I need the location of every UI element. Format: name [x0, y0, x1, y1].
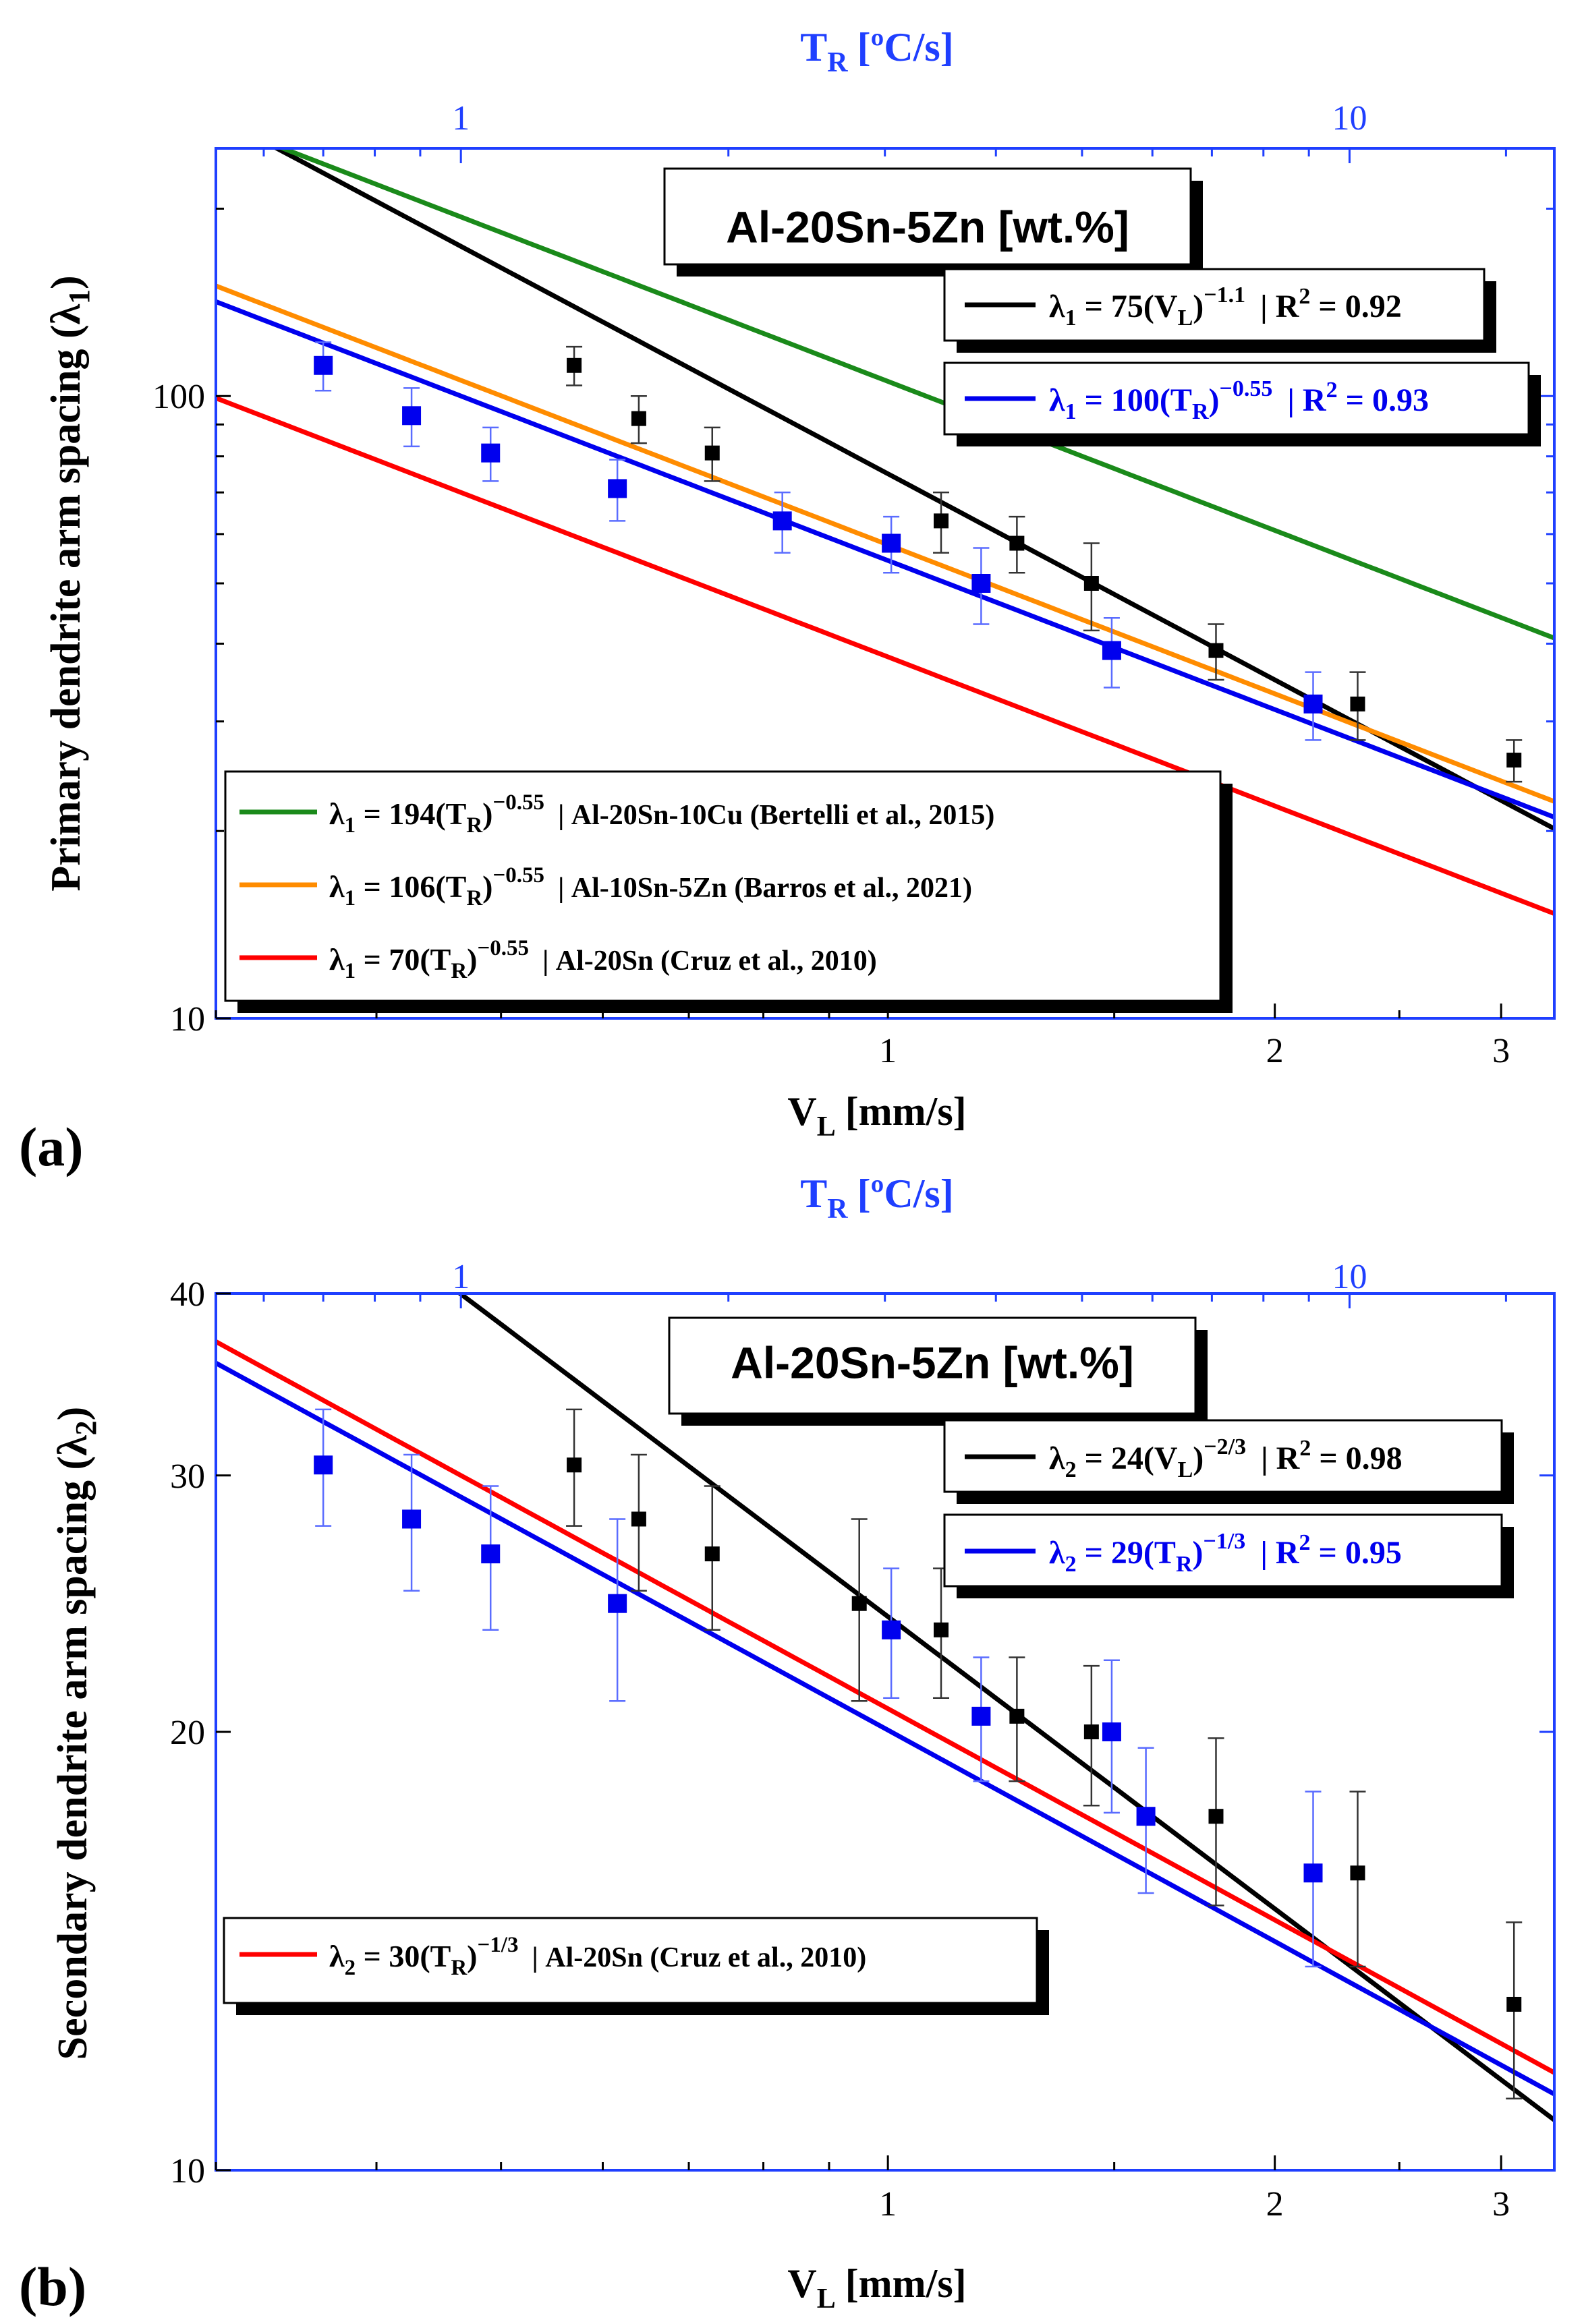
y-tick-label: 100	[152, 378, 205, 416]
chart-a-xlabel: VL [mm/s]	[787, 1089, 966, 1142]
chart-b-x2label: TR [ºC/s]	[800, 1171, 954, 1225]
svg-text:λ1 = 70(TR)−0.55| Al-20Sn (Cru: λ1 = 70(TR)−0.55 | Al-20Sn (Cruz et al., …	[329, 936, 877, 983]
fit-line-blue_fit	[216, 299, 1554, 819]
chart-a-x2label: TR [ºC/s]	[800, 25, 954, 78]
svg-text:λ1 = 194(TR)−0.55| Al-20Sn-10C: λ1 = 194(TR)−0.55 | Al-20Sn-10Cu (Bertell…	[329, 790, 994, 838]
fit-line-red_ref	[216, 395, 1554, 916]
data-point	[1102, 641, 1121, 660]
data-point	[772, 511, 792, 531]
data-point	[851, 1596, 867, 1611]
x-tick-label: 1	[879, 1032, 897, 1070]
chart-a-legend-black: λ1 = 75(VL)−1.1 | R2 = 0.92	[943, 268, 1496, 353]
x-tick-label: 2	[1266, 1032, 1284, 1070]
x-tick-label: 3	[1492, 2185, 1510, 2224]
chart-b-legend-refs: λ2 = 30(TR)−1/3 | Al-20Sn (Cruz et al., 2…	[223, 1917, 1049, 2015]
data-point	[631, 1511, 646, 1527]
data-point	[1009, 535, 1025, 551]
chart-a-ylabel: Primary dendrite arm spacing (λ1)	[43, 275, 96, 891]
data-point	[882, 533, 901, 553]
x-tick-label: 3	[1492, 1032, 1510, 1070]
data-point	[882, 1620, 901, 1639]
data-point	[1083, 576, 1099, 591]
data-point	[934, 513, 949, 529]
data-point	[631, 411, 646, 426]
data-point	[971, 574, 991, 593]
svg-text:λ2 = 24(VL)−2/3| R2 = 0.98: λ2 = 24(VL)−2/3 | R2 = 0.98	[1049, 1434, 1403, 1482]
data-point	[1506, 1996, 1522, 2012]
data-point	[971, 1706, 991, 1726]
fit-line-blue_fit	[216, 1361, 1554, 2097]
fit-line-black_fit	[272, 148, 1554, 831]
x2-tick-label: 1	[452, 1258, 470, 1296]
data-point	[608, 479, 627, 498]
svg-text:λ1 = 106(TR)−0.55| Al-10Sn-5Zn: λ1 = 106(TR)−0.55 | Al-10Sn-5Zn (Barros e…	[329, 863, 972, 910]
chart-b-title: Al-20Sn-5Zn [wt.%]	[731, 1337, 1134, 1387]
data-point	[704, 1546, 720, 1562]
x-tick-label: 1	[879, 2185, 897, 2224]
chart-b-legend-black: λ2 = 24(VL)−2/3 | R2 = 0.98	[943, 1419, 1514, 1504]
x2-tick-label: 1	[452, 99, 470, 138]
y-tick-label: 10	[170, 2152, 205, 2190]
chart-a-legend-blue: λ1 = 100(TR)−0.55 | R2 = 0.93	[943, 361, 1541, 446]
y-tick-label: 20	[170, 1714, 205, 1752]
data-point	[314, 355, 333, 375]
chart-b-ylabel: Secondary dendrite arm spacing (λ2)	[50, 1407, 103, 2060]
data-point	[1102, 1722, 1121, 1741]
chart-a-legend-refs: λ1 = 194(TR)−0.55 | Al-20Sn-10Cu (Bertell…	[224, 770, 1233, 1013]
fit-line-red_ref	[216, 1339, 1554, 2075]
data-point	[314, 1455, 333, 1475]
chart-b-xlabel: VL [mm/s]	[787, 2261, 966, 2315]
x2-tick-label: 10	[1332, 99, 1367, 138]
data-point	[481, 443, 501, 463]
x2-tick-label: 10	[1332, 1258, 1367, 1296]
chart-b: 1 2 3 1 10 10 20 30 40 VL [mm/s] TR [ºC/s] Seconda…	[50, 1171, 1556, 2315]
data-point	[402, 406, 422, 426]
data-point	[1350, 1865, 1365, 1881]
data-point	[567, 357, 582, 373]
data-point	[1350, 696, 1365, 711]
chart-a-title: Al-20Sn-5Zn [wt.%]	[726, 202, 1129, 252]
svg-text:λ1 = 100(TR)−0.55| R2 = 0.93: λ1 = 100(TR)−0.55 | R2 = 0.93	[1049, 376, 1429, 424]
chart-b-legend-blue: λ2 = 29(TR)−1/3 | R2 = 0.95	[943, 1513, 1514, 1598]
data-point	[1009, 1708, 1025, 1724]
data-point	[934, 1622, 949, 1637]
x-tick-label: 2	[1266, 2185, 1284, 2224]
svg-text:λ2 = 30(TR)−1/3| Al-20Sn (Cruz: λ2 = 30(TR)−1/3 | Al-20Sn (Cruz et al., 2…	[329, 1933, 866, 1980]
svg-text:λ2 = 29(TR)−1/3| R2 = 0.95: λ2 = 29(TR)−1/3 | R2 = 0.95	[1049, 1529, 1402, 1577]
data-point	[1303, 1863, 1323, 1883]
data-point	[1506, 753, 1522, 768]
data-point	[608, 1594, 627, 1613]
data-point	[1136, 1807, 1156, 1826]
fit-line-green_ref	[276, 148, 1554, 641]
panel-a-label: (a)	[19, 1116, 84, 1178]
data-point	[1208, 643, 1224, 658]
svg-text:λ1 = 75(VL)−1.1| R2 = 0.92: λ1 = 75(VL)−1.1 | R2 = 0.92	[1049, 283, 1402, 330]
data-point	[1083, 1724, 1099, 1739]
y-tick-label: 30	[170, 1457, 205, 1496]
chart-a: 1 2 3 1 10 10 100 VL [mm/s] TR [ºC/s] Primary de…	[43, 25, 1556, 1142]
data-point	[481, 1544, 501, 1564]
y-tick-label: 40	[170, 1275, 205, 1314]
y-tick-label: 10	[170, 1000, 205, 1039]
data-point	[704, 445, 720, 461]
panel-b-label: (b)	[19, 2256, 86, 2317]
data-point	[402, 1509, 422, 1529]
data-point	[567, 1457, 582, 1473]
data-point	[1303, 694, 1323, 714]
data-point	[1208, 1809, 1224, 1824]
